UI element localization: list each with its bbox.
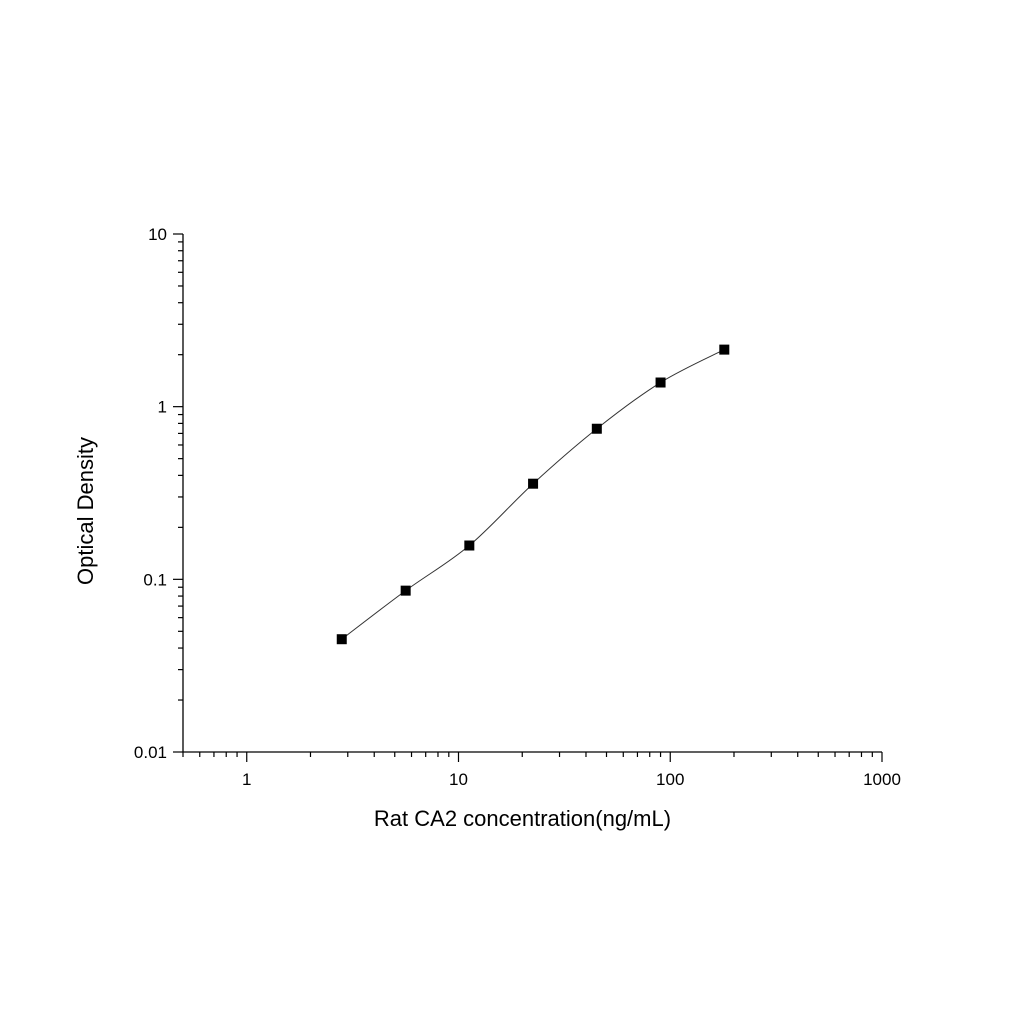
data-point — [655, 377, 666, 388]
axes — [182, 234, 882, 753]
tick-labels: 1 10 100 1000 0.01 0.1 1 10 — [134, 225, 901, 789]
y-tick-label: 0.01 — [134, 743, 167, 762]
data-point — [336, 634, 347, 645]
x-tick-label: 1000 — [863, 770, 901, 789]
data-point — [591, 423, 602, 434]
data-point — [464, 540, 475, 551]
data-point — [719, 344, 730, 355]
data-point — [528, 478, 539, 489]
y-axis-title: Optical Density — [73, 437, 98, 585]
y-tick-label: 0.1 — [143, 570, 167, 589]
x-tick-label: 1 — [242, 770, 251, 789]
x-tick-label: 100 — [656, 770, 684, 789]
y-tick-label: 1 — [158, 398, 167, 417]
data-points — [336, 344, 730, 645]
x-axis-title: Rat CA2 concentration(ng/mL) — [374, 806, 671, 831]
ticks — [173, 233, 883, 762]
x-tick-label: 10 — [449, 770, 468, 789]
y-tick-label: 10 — [148, 225, 167, 244]
data-point — [400, 585, 411, 596]
fit-curve — [341, 349, 725, 640]
